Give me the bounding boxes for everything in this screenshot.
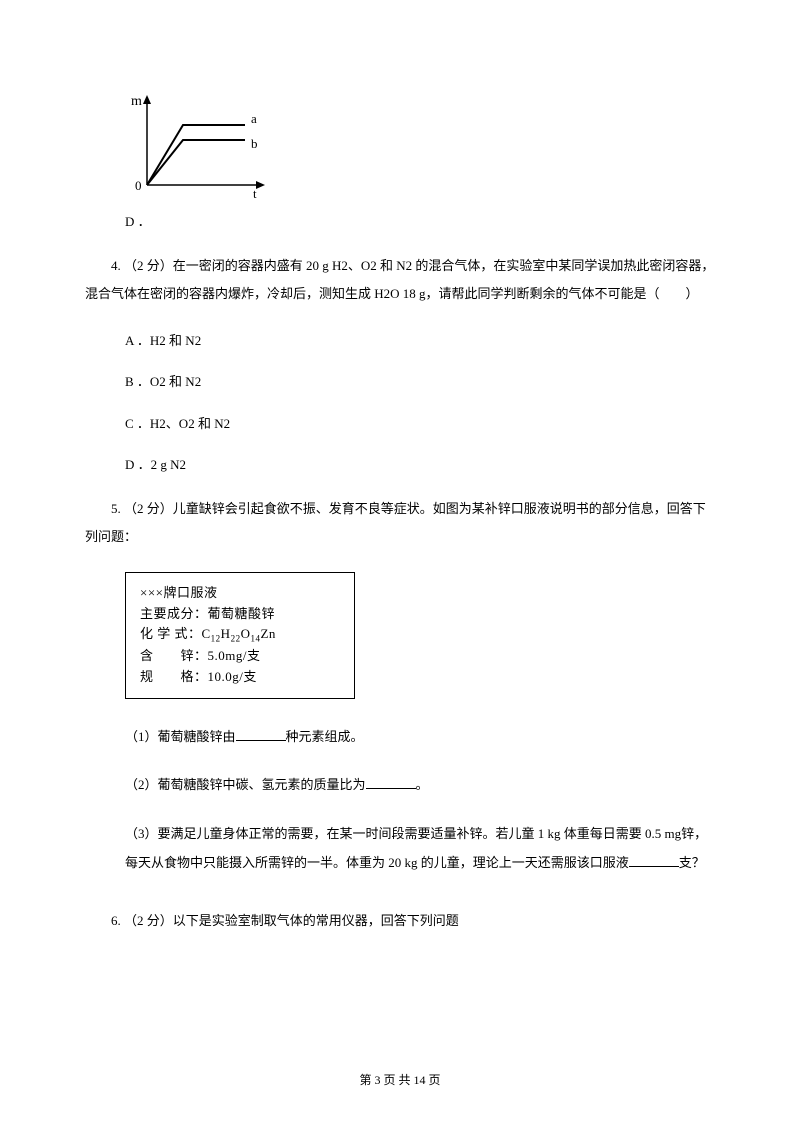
svg-text:a: a: [251, 111, 257, 126]
svg-text:0: 0: [135, 178, 142, 193]
box-line2: 主要成分：葡萄糖酸锌: [140, 604, 340, 625]
box-formula-h: H: [221, 626, 231, 641]
box-line4: 含 锌：5.0mg/支: [140, 646, 340, 667]
option-d-graph-label: D ．: [125, 210, 715, 233]
q5-sub2-pre: （2）葡萄糖酸锌中碳、氢元素的质量比为: [125, 777, 366, 792]
page-footer: 第 3 页 共 14 页: [0, 1070, 800, 1092]
graph-svg: m a b 0 t: [125, 90, 275, 200]
q5-sub3-post: 支？: [679, 855, 705, 870]
box-formula-o: O: [241, 626, 251, 641]
question-4-text: 4. （2 分）在一密闭的容器内盛有 20 g H2、O2 和 N2 的混合气体…: [85, 252, 715, 309]
q5-sub1-post: 种元素组成。: [286, 729, 364, 744]
info-box: ×××牌口服液 主要成分：葡萄糖酸锌 化 学 式：C12H22O14Zn 含 锌…: [125, 572, 355, 699]
question-6-text: 6. （2 分）以下是实验室制取气体的常用仪器，回答下列问题: [85, 907, 715, 936]
q5-sub2: （2）葡萄糖酸锌中碳、氢元素的质量比为 。: [125, 771, 715, 800]
box-sub-22: 22: [231, 634, 241, 644]
q5-sub2-post: 。: [416, 777, 429, 792]
blank-2: [366, 775, 416, 789]
q4-option-c: C ．H2、O2 和 N2: [125, 412, 715, 435]
box-sub-12: 12: [211, 634, 221, 644]
box-formula-zn: Zn: [260, 626, 275, 641]
box-line3: 化 学 式：C12H22O14Zn: [140, 624, 340, 646]
blank-3: [629, 853, 679, 867]
q4-option-b: B ．O2 和 N2: [125, 370, 715, 393]
question-5-text: 5. （2 分）儿童缺锌会引起食欲不振、发育不良等症状。如图为某补锌口服液说明书…: [85, 495, 715, 552]
blank-1: [236, 727, 286, 741]
svg-text:m: m: [131, 94, 142, 109]
q5-sub1: （1）葡萄糖酸锌由 种元素组成。: [125, 723, 715, 752]
box-sub-14: 14: [250, 634, 260, 644]
q5-sub3-pre: （3）要满足儿童身体正常的需要，在某一时间段需要适量补锌。若儿童 1 kg 体重…: [125, 826, 707, 870]
svg-text:t: t: [253, 186, 257, 200]
box-line1: ×××牌口服液: [140, 583, 340, 604]
box-formula-c: 化 学 式：C: [140, 626, 211, 641]
svg-text:b: b: [251, 136, 258, 151]
q4-option-d: D ．2 g N2: [125, 453, 715, 476]
q5-sub1-pre: （1）葡萄糖酸锌由: [125, 729, 236, 744]
graph-figure: m a b 0 t: [125, 90, 715, 207]
q4-option-a: A ．H2 和 N2: [125, 329, 715, 352]
box-line5: 规 格：10.0g/支: [140, 667, 340, 688]
q5-sub3: （3）要满足儿童身体正常的需要，在某一时间段需要适量补锌。若儿童 1 kg 体重…: [125, 820, 715, 877]
